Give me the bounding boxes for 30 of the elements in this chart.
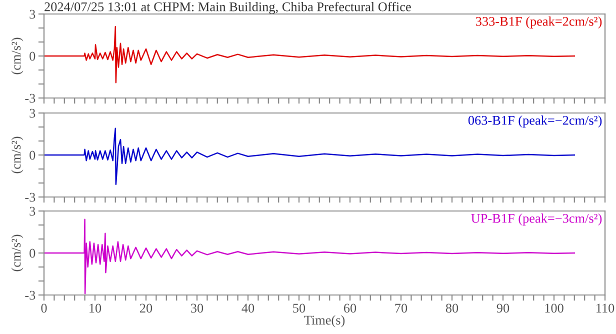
x-tick-label: 20 [140,304,152,313]
y-tick-label: 3 [30,108,36,118]
line-series [44,128,576,186]
x-tick-label: 0 [41,304,47,313]
x-tick-label: 50 [293,304,306,313]
x-tick-label: 40 [242,304,254,313]
y-tick-label: 0 [30,150,36,160]
x-tick-label: 30 [191,304,204,313]
text: UP-B1F (peak=−3cm/s²) [471,214,602,226]
y-tick-label: -3 [25,94,36,103]
y-tick-label: 3 [30,206,36,216]
x-tick-label: 10 [90,304,102,313]
x-tick-label: 60 [344,304,356,313]
y-axis-title: (cm/s²) [11,234,24,272]
x-tick-label: 90 [496,304,510,313]
x-tick-label: 100 [545,304,564,313]
x-tick-label: 70 [395,304,408,313]
x-tick-label: 110 [596,304,614,313]
y-axis-title: (cm/s²) [11,38,24,74]
text: 063-B1F (peak=−2cm/s²) [468,116,602,128]
y-tick-label: -3 [25,290,36,300]
y-tick-label: 3 [30,10,36,19]
y-tick-label: 0 [30,248,36,258]
y-axis-title: (cm/s²) [11,136,24,174]
x-axis-title: Time(s) [304,315,345,328]
chart-title: 2024/07/25 13:01 at CHPM: Main Building, Chiba Prefectural Office [44,2,411,14]
text: 333-B1F (peak=2cm/s²) [476,16,602,28]
y-tick-label: -3 [25,192,36,202]
x-tick-label: 80 [446,304,458,313]
y-tick-label: 0 [30,52,36,61]
